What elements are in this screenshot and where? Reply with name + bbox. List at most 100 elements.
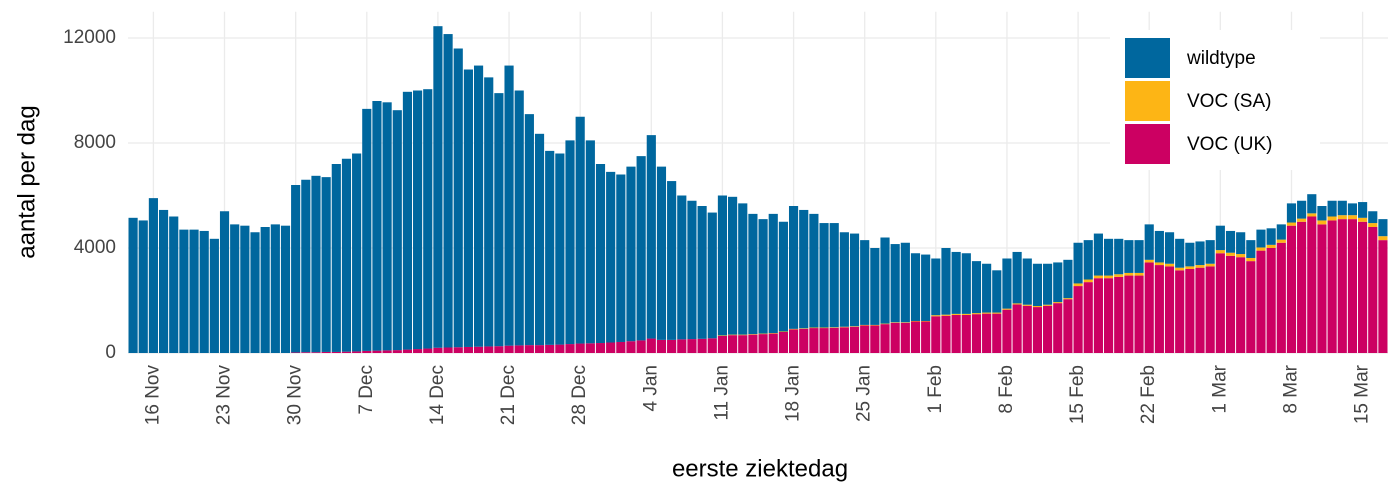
- bar-segment: [1195, 265, 1205, 268]
- bar-segment: [555, 344, 565, 353]
- bar-segment: [565, 344, 575, 353]
- bar-segment: [443, 34, 453, 348]
- bar-segment: [1307, 194, 1317, 214]
- bar-segment: [1093, 233, 1103, 276]
- bar-segment: [656, 166, 667, 340]
- bar-segment: [697, 338, 707, 353]
- bar-segment: [1317, 206, 1327, 221]
- legend-key: [1125, 124, 1170, 164]
- bar-segment: [1032, 307, 1043, 353]
- bar-segment: [677, 195, 687, 340]
- bar-segment: [1144, 224, 1154, 260]
- bar-segment: [443, 347, 453, 353]
- bar-segment: [1012, 304, 1022, 353]
- bar-segment: [1164, 266, 1175, 353]
- bar-segment: [829, 327, 839, 328]
- bar-segment: [809, 327, 819, 329]
- bar-segment: [1347, 203, 1358, 216]
- bar-segment: [717, 195, 728, 336]
- bar-segment: [1266, 248, 1276, 353]
- bar-segment: [890, 322, 900, 323]
- bar-segment: [799, 328, 809, 329]
- bar-segment: [1215, 253, 1225, 353]
- bar-segment: [1073, 283, 1083, 287]
- bar-segment: [890, 244, 900, 323]
- bar-segment: [1002, 308, 1012, 310]
- bar-segment: [545, 150, 555, 345]
- bar-segment: [1022, 304, 1032, 306]
- bar-segment: [1286, 225, 1297, 353]
- bar-segment: [1337, 200, 1347, 216]
- labels: 0 4000 8000 12000 16 Nov 23 Nov 30 Nov 7 Dec 14 …: [63, 27, 1372, 425]
- bar-segment: [646, 135, 656, 339]
- bar-segment: [656, 339, 667, 353]
- bar-segment: [1073, 286, 1083, 353]
- bar-segment: [219, 211, 230, 353]
- x-tick-label: 11 Jan: [711, 365, 732, 421]
- bar-segment: [900, 322, 910, 323]
- bar-segment: [687, 200, 697, 340]
- bar-segment: [575, 343, 585, 353]
- bar-segment: [849, 326, 860, 353]
- bar-segment: [982, 263, 992, 313]
- bar-segment: [1124, 275, 1134, 353]
- bar-segment: [158, 209, 169, 353]
- x-tick-label: 16 Nov: [142, 365, 163, 426]
- bar-segment: [616, 341, 626, 353]
- bar-segment: [860, 240, 870, 325]
- bar-segment: [504, 345, 514, 353]
- bar-segment: [1225, 230, 1236, 253]
- bar-segment: [1093, 278, 1103, 353]
- bar-segment: [900, 322, 910, 353]
- bar-segment: [931, 316, 941, 353]
- bar-segment: [1195, 241, 1205, 266]
- bar-segment: [707, 212, 717, 339]
- bar-segment: [484, 77, 494, 347]
- legend-label: VOC (SA): [1187, 91, 1271, 112]
- bar-segment: [1266, 244, 1276, 248]
- bar-segment: [1124, 240, 1134, 273]
- bar-segment: [321, 177, 331, 352]
- bar-segment: [1063, 298, 1073, 300]
- bar-segment: [1134, 240, 1144, 273]
- bar-segment: [1185, 242, 1195, 267]
- x-tick-label: 1 Mar: [1209, 364, 1230, 413]
- bar-segment: [1358, 217, 1368, 222]
- bar-segment: [1368, 211, 1378, 224]
- bar-segment: [849, 326, 860, 327]
- bar-segment: [1256, 250, 1266, 353]
- bar-segment: [667, 181, 677, 340]
- bar-segment: [341, 158, 352, 352]
- bar-segment: [738, 203, 748, 335]
- bar-segment: [1083, 279, 1093, 283]
- x-tick-label: 18 Jan: [783, 365, 804, 422]
- bar-segment: [880, 323, 890, 325]
- bar-segment: [616, 174, 626, 342]
- bar-segment: [799, 328, 809, 353]
- x-axis-title: eerste ziektedag: [672, 455, 848, 482]
- bar-segment: [230, 224, 240, 353]
- bar-segment: [778, 331, 788, 332]
- bar-segment: [423, 89, 433, 349]
- bar-segment: [311, 352, 321, 353]
- y-axis-title: aantal per dag: [13, 105, 40, 258]
- bar-segment: [1144, 259, 1154, 263]
- bar-segment: [372, 350, 382, 353]
- bar-segment: [768, 333, 778, 334]
- bar-segment: [992, 270, 1002, 313]
- bar-segment: [1134, 275, 1144, 353]
- bar-segment: [819, 328, 829, 353]
- bar-segment: [1043, 304, 1053, 306]
- bar-segment: [270, 224, 280, 353]
- bar-segment: [606, 171, 616, 343]
- bar-segment: [941, 315, 951, 353]
- bar-segment: [311, 175, 321, 353]
- bar-segment: [555, 153, 565, 345]
- x-tick-label: 15 Mar: [1352, 364, 1373, 424]
- x-tick-label: 22 Feb: [1138, 365, 1159, 424]
- bar-segment: [1134, 272, 1144, 276]
- bar-segment: [910, 321, 921, 353]
- bar-segment: [941, 314, 951, 316]
- bar-segment: [1297, 218, 1307, 222]
- bar-segment: [961, 314, 971, 353]
